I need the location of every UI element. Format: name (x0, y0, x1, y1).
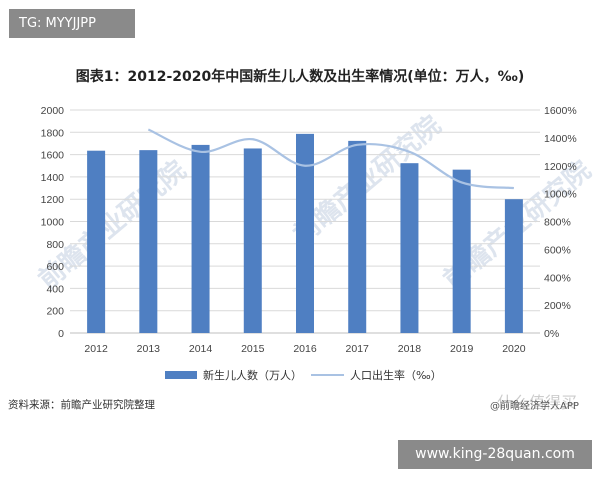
y-left-tick-label: 1000 (41, 217, 65, 229)
y-left-tick-label: 1600 (41, 150, 65, 162)
bar-series (87, 133, 523, 333)
bar (504, 199, 523, 333)
corner-watermark: 什么值得买 (497, 393, 578, 412)
x-tick-label: 2019 (450, 343, 474, 355)
x-tick-label: 2015 (241, 343, 265, 355)
bar (191, 144, 210, 333)
y-right-tick-label: 1000% (544, 189, 577, 201)
y-left-tick-label: 600 (46, 261, 64, 273)
x-axis-ticks: 2012 2013 2014 2015 2016 2017 2018 2019 2020 (84, 343, 525, 355)
y-left-tick-label: 400 (46, 283, 64, 295)
y-left-tick-label: 0 (58, 328, 64, 340)
top-left-tag: TG: MYYJJPP (9, 9, 135, 38)
x-tick-label: 2013 (137, 343, 161, 355)
x-tick-label: 2018 (398, 343, 422, 355)
x-tick-label: 2017 (346, 343, 370, 355)
chart-title: 图表1：2012-2020年中国新生儿人数及出生率情况(单位：万人，‰) (75, 69, 525, 85)
y-left-tick-label: 200 (46, 306, 64, 318)
x-tick-label: 2016 (293, 343, 317, 355)
y-right-tick-label: 400% (544, 272, 571, 284)
bottom-banner: www.king-28quan.com (398, 440, 592, 469)
x-tick-label: 2012 (84, 343, 108, 355)
x-tick-label: 2020 (502, 343, 526, 355)
legend-label-bar: 新生儿人数（万人） (203, 369, 302, 382)
credit: @前瞻经济学人APP (490, 401, 579, 412)
y-right-tick-label: 1600% (544, 105, 577, 117)
source-note: 资料来源：前瞻产业研究院整理 (8, 399, 155, 411)
bar (452, 169, 471, 333)
bar (348, 140, 367, 333)
right-axis-ticks: 0% 200% 400% 600% 800% 1000% 1200% 1400% 1600% (544, 105, 577, 340)
y-left-tick-label: 1200 (41, 194, 65, 206)
y-right-tick-label: 200% (544, 300, 571, 312)
bar (296, 133, 314, 333)
bar (87, 150, 106, 333)
legend: 新生儿人数（万人） 人口出生率（‰） (0, 367, 600, 383)
y-left-tick-label: 1400 (41, 172, 65, 184)
y-left-tick-label: 800 (46, 239, 64, 251)
bar (243, 148, 262, 333)
legend-label-line: 人口出生率（‰） (350, 369, 442, 382)
y-right-tick-label: 0% (544, 328, 559, 340)
y-right-tick-label: 1200% (544, 161, 577, 173)
legend-swatch-line (311, 374, 344, 376)
birth-rate-line (147, 128, 515, 190)
legend-swatch-bar (165, 371, 197, 379)
y-right-tick-label: 800% (544, 217, 571, 229)
left-axis-ticks: 0 200 400 600 800 1000 1200 1400 1600 1800 2000 (41, 105, 65, 340)
bar (139, 150, 158, 333)
bar (400, 163, 419, 333)
y-right-tick-label: 1400% (544, 133, 577, 145)
x-tick-label: 2014 (189, 343, 213, 355)
y-left-tick-label: 2000 (41, 105, 65, 117)
y-left-tick-label: 1800 (41, 127, 65, 139)
y-right-tick-label: 600% (544, 244, 571, 256)
